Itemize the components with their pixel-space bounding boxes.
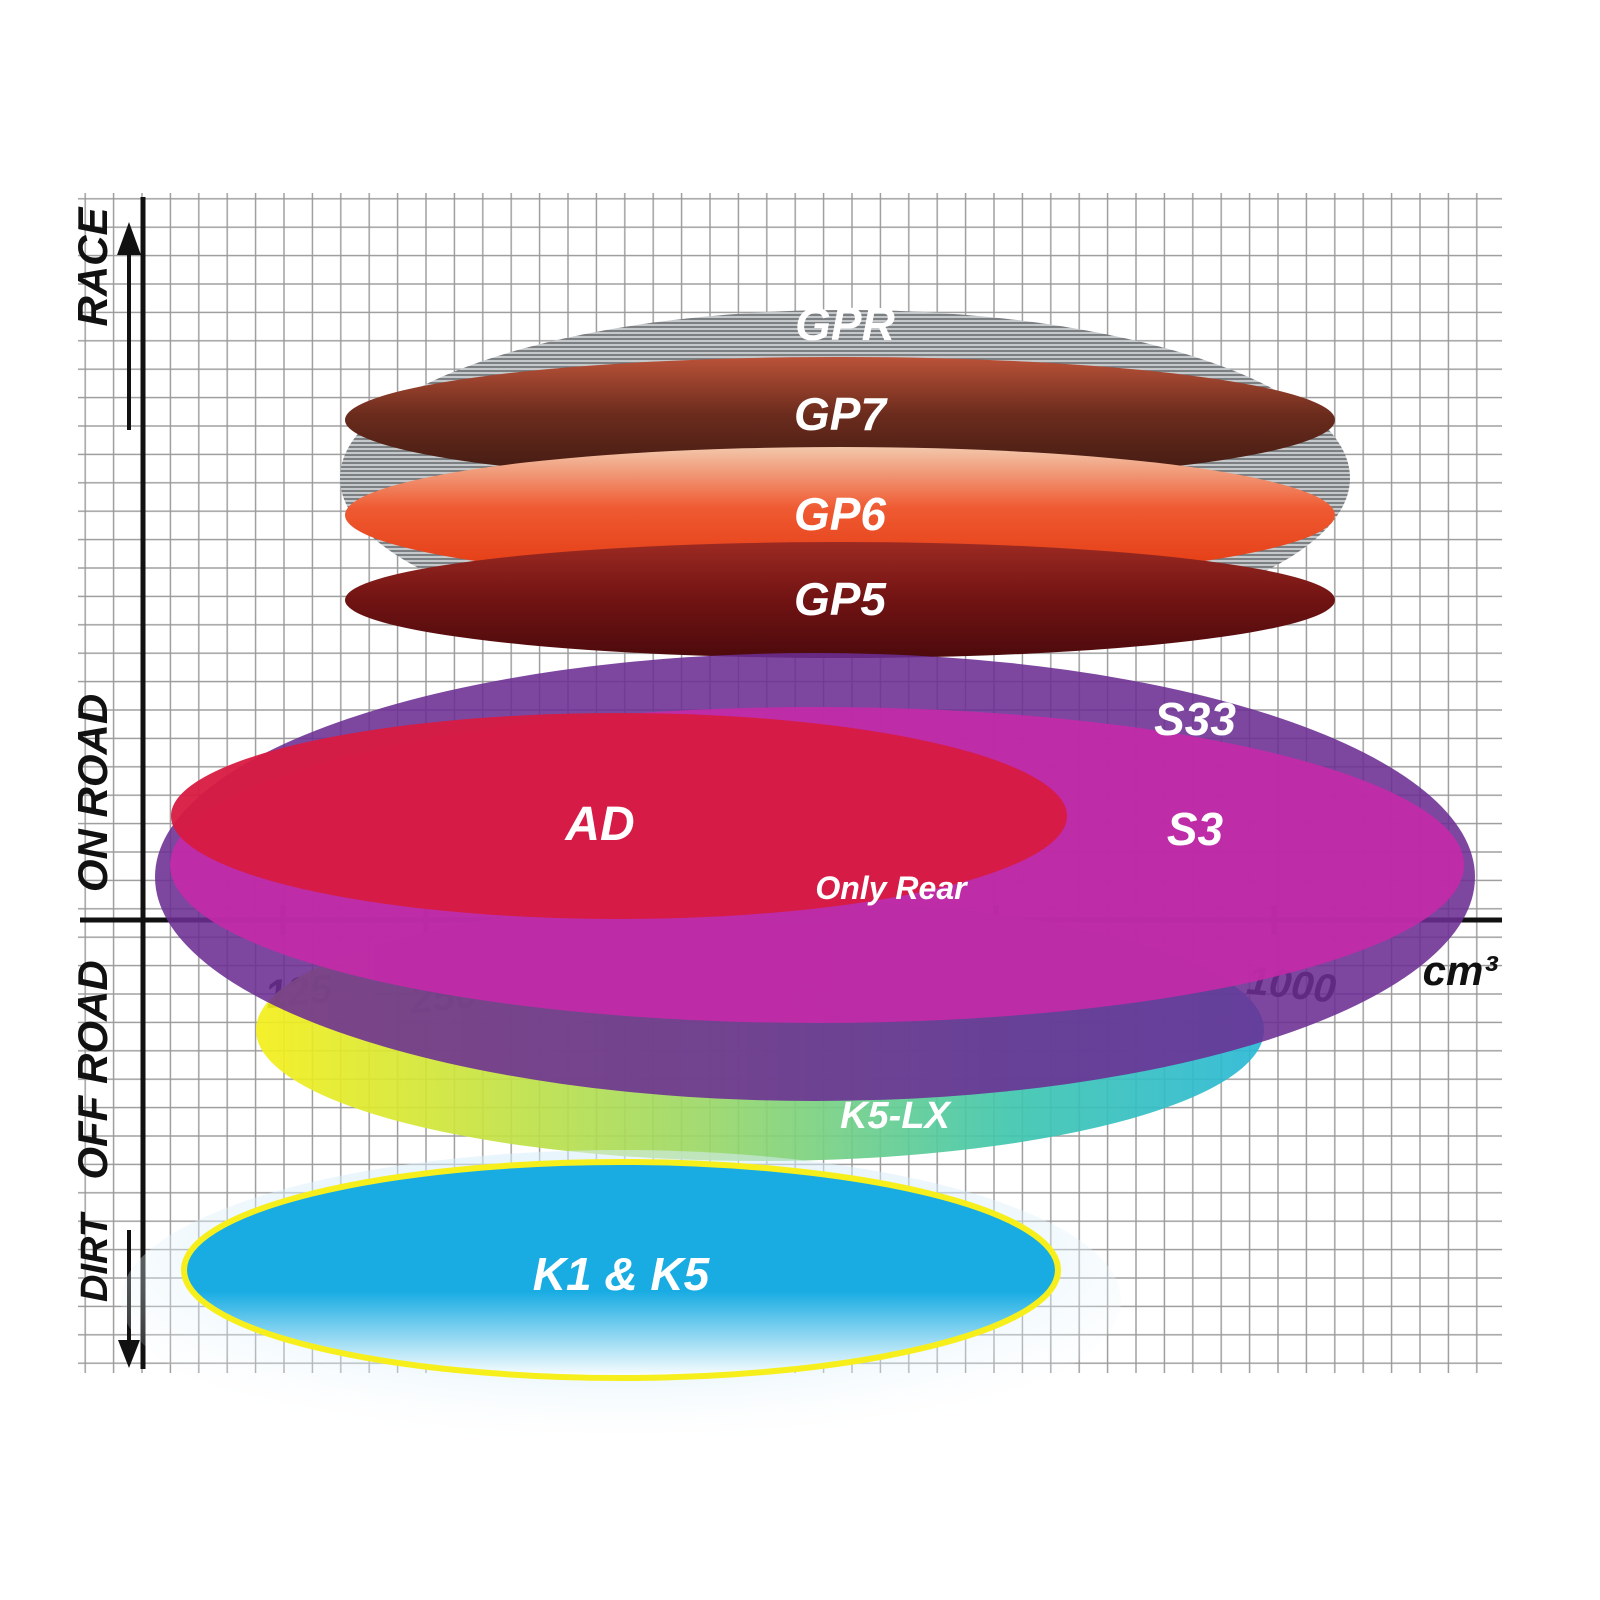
svg-text:GPR: GPR — [795, 298, 895, 350]
svg-text:RACE: RACE — [69, 206, 116, 327]
svg-text:S33: S33 — [1154, 693, 1236, 745]
svg-text:OFF ROAD: OFF ROAD — [69, 960, 116, 1179]
svg-text:GP7: GP7 — [794, 388, 888, 440]
svg-text:DIRT: DIRT — [74, 1211, 116, 1302]
svg-text:K1 & K5: K1 & K5 — [533, 1248, 711, 1300]
svg-text:S3: S3 — [1167, 803, 1224, 855]
svg-text:AD: AD — [564, 798, 634, 851]
svg-text:K5-LX: K5-LX — [840, 1095, 952, 1137]
svg-text:GP5: GP5 — [794, 573, 887, 625]
svg-text:Only Rear: Only Rear — [815, 870, 968, 906]
svg-text:GP6: GP6 — [794, 488, 886, 540]
svg-text:ON ROAD: ON ROAD — [69, 694, 116, 892]
